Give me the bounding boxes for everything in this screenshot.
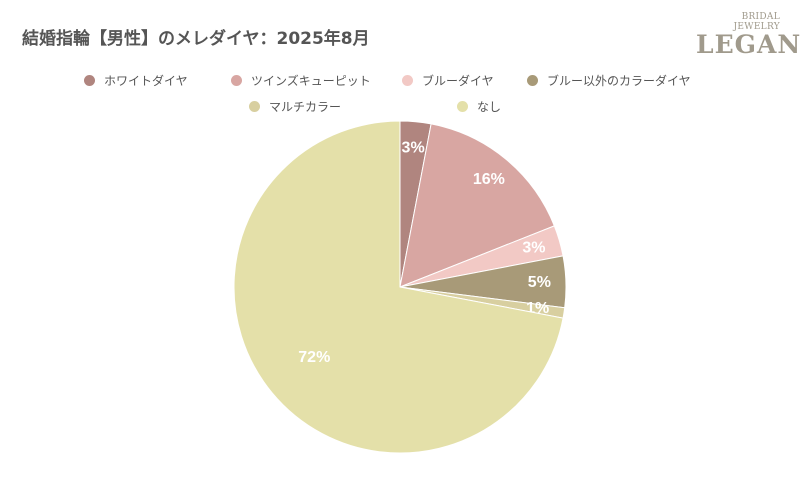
legend-label: ツインズキューピット [251, 74, 371, 88]
logo-subtitle: BRIDAL JEWELRY [733, 12, 780, 32]
legend-item[interactable]: ブルー以外のカラーダイヤ [527, 72, 691, 89]
legend-label: ブルー以外のカラーダイヤ [547, 74, 691, 88]
slice-label: 3% [402, 139, 425, 156]
legend-label: ブルーダイヤ [422, 74, 494, 88]
legend-swatch [249, 101, 260, 112]
legend-item[interactable]: ブルーダイヤ [402, 72, 494, 89]
slice-label: 72% [298, 349, 330, 366]
legend-swatch [84, 75, 95, 86]
legend-item[interactable]: マルチカラー [249, 98, 341, 115]
legend-item[interactable]: ツインズキューピット [231, 72, 371, 89]
pie-slice[interactable] [233, 120, 564, 454]
legend-label: ホワイトダイヤ [104, 74, 188, 88]
slice-label: 3% [522, 239, 545, 256]
legend-label: マルチカラー [269, 100, 342, 114]
legend-swatch [527, 75, 538, 86]
legend-item[interactable]: ホワイトダイヤ [84, 72, 188, 89]
slice-label: 16% [473, 171, 505, 188]
legend-swatch [402, 75, 413, 86]
legend-swatch [457, 101, 468, 112]
legend-label: なし [477, 100, 502, 114]
slice-label: 5% [528, 274, 551, 291]
legend-item[interactable]: なし [457, 98, 501, 115]
chart-title: 結婚指輪【男性】のメレダイヤ：2025年8月 [22, 29, 370, 49]
pie-slice[interactable] [399, 123, 555, 288]
legend-swatch [231, 75, 242, 86]
